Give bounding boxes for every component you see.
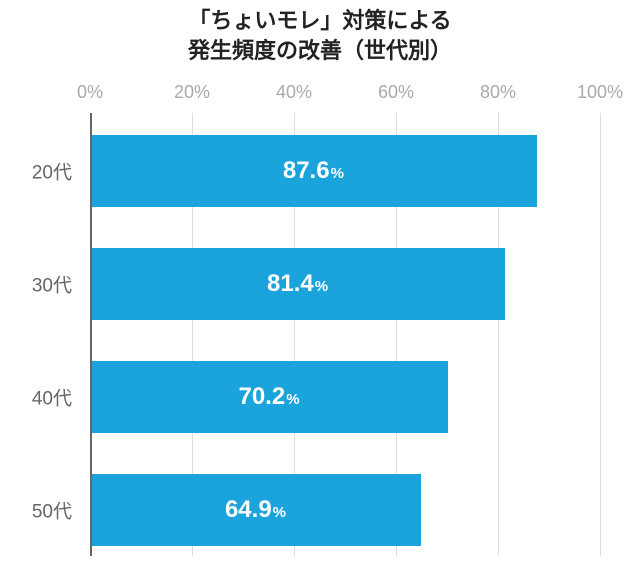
chart-container: 「ちょいモレ」対策による 発生頻度の改善（世代別） 0% 20% 40% 60%…: [0, 0, 640, 570]
bar-0: 87.6 %: [90, 135, 537, 207]
bar-value-unit-2: %: [286, 391, 299, 408]
chart-title-line1: 「ちょいモレ」対策による: [188, 8, 451, 33]
plot-area: 20代 87.6 % 30代 81.4 % 40代 70.2 % 50代 64.…: [90, 113, 600, 556]
x-tick-20: 20%: [174, 82, 210, 103]
bar-value-unit-0: %: [331, 165, 344, 182]
category-label-0: 20代: [32, 158, 90, 185]
bar-3: 64.9 %: [90, 474, 421, 546]
chart-title-line2: 発生頻度の改善（世代別）: [188, 38, 452, 63]
bar-value-3: 64.9: [225, 496, 272, 524]
x-tick-100: 100%: [577, 82, 623, 103]
bar-value-unit-3: %: [273, 504, 286, 521]
bar-value-1: 81.4: [267, 270, 314, 298]
bar-value-2: 70.2: [238, 383, 285, 411]
bar-2: 70.2 %: [90, 361, 448, 433]
bar-row-1: 30代 81.4 %: [90, 248, 600, 320]
category-label-1: 30代: [32, 271, 90, 298]
x-tick-80: 80%: [480, 82, 516, 103]
bar-row-2: 40代 70.2 %: [90, 361, 600, 433]
bar-value-unit-1: %: [315, 278, 328, 295]
grid-line-100: [600, 113, 601, 556]
bar-row-3: 50代 64.9 %: [90, 474, 600, 546]
y-axis-line: [90, 113, 92, 556]
x-tick-40: 40%: [276, 82, 312, 103]
bar-1: 81.4 %: [90, 248, 505, 320]
bar-value-0: 87.6: [283, 157, 330, 185]
category-label-2: 40代: [32, 384, 90, 411]
bar-row-0: 20代 87.6 %: [90, 135, 600, 207]
x-tick-0: 0%: [77, 82, 103, 103]
chart-title: 「ちょいモレ」対策による 発生頻度の改善（世代別）: [0, 6, 640, 65]
category-label-3: 50代: [32, 497, 90, 524]
x-tick-60: 60%: [378, 82, 414, 103]
